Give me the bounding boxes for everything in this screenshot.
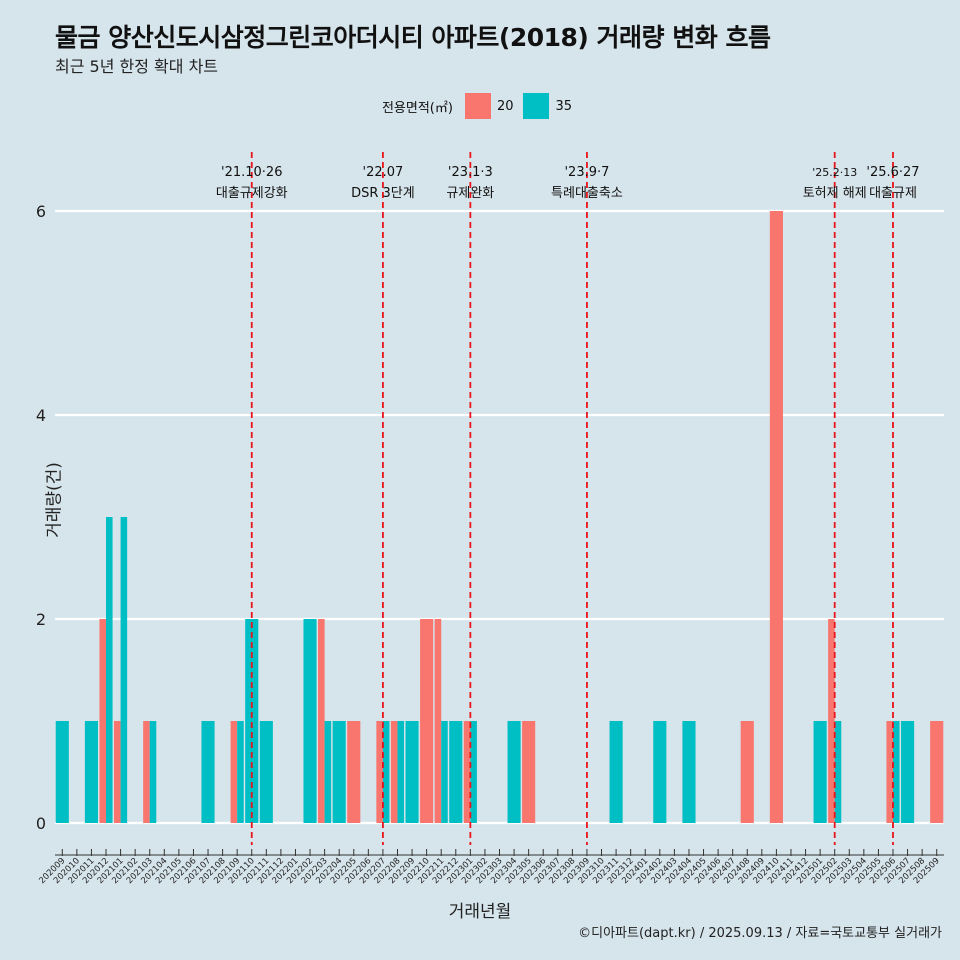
event-date: '23.9·7 <box>564 165 609 180</box>
bar-35-202009 <box>55 721 69 823</box>
bar-20-202301 <box>463 721 471 823</box>
y-tick-label: 2 <box>36 610 46 629</box>
bar-20-202109 <box>230 721 238 823</box>
bar-35-202011 <box>84 721 98 823</box>
event-date: '25.6·27 <box>866 165 919 180</box>
legend-item-20: 20 <box>461 93 514 119</box>
bar-35-202404 <box>682 721 696 823</box>
bar-20-202410 <box>769 211 783 823</box>
bar-20-202012 <box>99 619 107 823</box>
bar-20-202208 <box>390 721 398 823</box>
event-date: '21.10·26 <box>221 165 282 180</box>
legend-title: 전용면적(㎡) <box>381 100 453 116</box>
bar-35-202012 <box>106 517 113 823</box>
bar-35-202207 <box>382 721 390 823</box>
y-tick-label: 6 <box>36 202 46 221</box>
bar-20-202408 <box>740 721 754 823</box>
event-label: 규제완화 <box>446 186 494 201</box>
bar-35-202208 <box>397 721 405 823</box>
chart-subtitle: 최근 5년 한정 확대 차트 <box>55 57 219 76</box>
bar-35-202109 <box>237 721 244 823</box>
bar-20-202207 <box>376 721 383 823</box>
legend-swatch-35 <box>523 93 550 119</box>
bar-35-202103 <box>149 721 157 823</box>
bar-35-202304 <box>507 721 521 823</box>
bar-20-202502 <box>828 619 835 823</box>
source-caption: ©디아파트(dapt.kr) / 2025.09.13 / 자료=국토교통부 실… <box>578 926 942 941</box>
event-label: 특례대출축소 <box>551 186 623 201</box>
legend-item-35: 35 <box>519 93 572 119</box>
bar-35-202402 <box>653 721 667 823</box>
bar-35-202202 <box>303 619 317 823</box>
chart-title: 물금 양산신도시삼정그린코아더시티 아파트(2018) 거래량 변화 흐름 <box>55 23 771 52</box>
bar-20-202210 <box>420 619 434 823</box>
y-tick-label: 4 <box>36 406 46 425</box>
bar-35-202107 <box>201 721 215 823</box>
bar-35-202209 <box>405 721 419 823</box>
legend-swatch-20 <box>464 93 491 119</box>
event-date: '22.07 <box>363 165 404 180</box>
legend: 전용면적(㎡) 20 35 <box>0 93 960 119</box>
bar-35-202212 <box>449 721 463 823</box>
y-axis-label: 거래량(건) <box>44 462 65 538</box>
bar-35-202501 <box>813 721 827 823</box>
bar-35-202110 <box>245 619 259 823</box>
event-label: 토허제 해제 <box>803 186 867 201</box>
legend-label-20: 20 <box>496 98 514 114</box>
bar-35-202507 <box>901 721 915 823</box>
bar-35-202506 <box>892 721 900 823</box>
y-tick-label: 0 <box>36 814 46 833</box>
bar-20-202203 <box>318 619 325 823</box>
bar-20-202103 <box>143 721 150 823</box>
bar-35-202203 <box>324 721 332 823</box>
bar-35-202301 <box>470 721 477 823</box>
bar-35-202101 <box>120 517 128 823</box>
event-label: DSR 3단계 <box>351 186 415 201</box>
bar-35-202311 <box>609 721 623 823</box>
event-label: 대출규제 <box>869 186 917 201</box>
bar-20-202305 <box>522 721 536 823</box>
bar-20-202509 <box>930 721 944 823</box>
bar-35-202111 <box>259 721 273 823</box>
bar-20-202211 <box>434 619 442 823</box>
x-axis-label: 거래년월 <box>448 902 512 922</box>
event-label: 대출규제강화 <box>216 186 288 201</box>
event-date: '25.2·13 <box>812 166 857 179</box>
bar-35-202502 <box>834 721 842 823</box>
bar-35-202204 <box>332 721 346 823</box>
bar-20-202101 <box>114 721 121 823</box>
bar-35-202211 <box>441 721 448 823</box>
bar-20-202506 <box>886 721 893 823</box>
bar-20-202205 <box>347 721 361 823</box>
legend-label-35: 35 <box>555 98 573 114</box>
event-date: '23.1·3 <box>448 165 493 180</box>
